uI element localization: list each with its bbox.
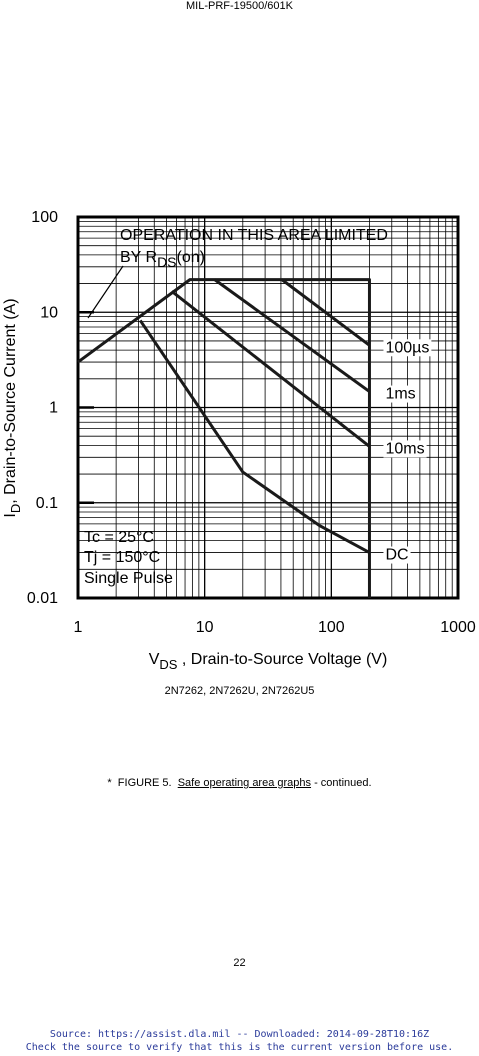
series-label: 1ms (385, 386, 415, 403)
series-label: DC (385, 547, 408, 564)
caption: 2N7262, 2N7262U, 2N7262U5 (164, 685, 315, 697)
annotation: (on) (177, 249, 205, 266)
figure-suffix: - continued. (311, 777, 372, 789)
series-label: 10ms (385, 440, 424, 457)
pointer (87, 265, 124, 319)
annotation: BY R (120, 249, 157, 266)
x-tick-label: 1000 (440, 619, 476, 636)
page-number: 22 (233, 957, 246, 969)
plot-frame (76, 215, 460, 600)
y-label-sub: D (8, 504, 23, 513)
y-tick-label: 0.1 (36, 495, 58, 512)
y-axis-label: ID, Drain-to-Source Current (A) (2, 298, 23, 517)
doc-header: MIL-PRF-19500/601K (186, 0, 293, 12)
series-line (213, 278, 371, 393)
label-bg (383, 546, 411, 564)
series-line (170, 290, 371, 448)
chart: 1 10 100 1000 0.01 0.1 1 10 100 OPERATION IN THI… (2, 209, 476, 672)
plot: 1 10 100 1000 0.01 0.1 1 10 100 (27, 209, 476, 636)
label-bg (383, 339, 432, 357)
x-label-sub: DS (159, 657, 177, 672)
x-tick-label: 10 (196, 619, 214, 636)
condition: Single Pulse (84, 570, 173, 587)
figure-prefix: * FIGURE 5. (107, 777, 178, 789)
figure-link: Safe operating area graphs (177, 777, 312, 789)
x-label: V (149, 651, 160, 668)
annotation: BY RDS(on) (120, 249, 205, 270)
series-line (138, 319, 371, 554)
x-tick-label: 100 (318, 619, 345, 636)
series-label: 100µs (385, 339, 429, 356)
y-tick-label: 100 (31, 209, 58, 226)
y-tick-label: 10 (40, 304, 58, 321)
x-label: , Drain-to-Source Voltage (V) (177, 651, 387, 668)
limit-line (77, 278, 371, 598)
x-axis-label: VDS , Drain-to-Source Voltage (V) (149, 651, 388, 672)
y-label: I (2, 513, 19, 517)
label-bg (383, 385, 418, 403)
y-tick-label: 1 (49, 400, 58, 417)
annotation: OPERATION IN THIS AREA LIMITED (120, 227, 388, 244)
condition: Tc = 25°C (84, 529, 154, 546)
x-tick-label: 1 (74, 619, 83, 636)
annotation-sub: DS (157, 254, 176, 270)
footer: Source: https://assist.dla.mil -- Downlo… (49, 1029, 430, 1040)
series-line (280, 278, 371, 347)
y-label: , Drain-to-Source Current (A) (2, 298, 19, 503)
label-bg (383, 440, 427, 458)
figure-caption: * FIGURE 5. Safe operating area graphs -… (0, 777, 479, 789)
y-tick-label: 0.01 (27, 590, 58, 607)
condition: Tj = 150°C (84, 549, 160, 566)
footer: Check the source to verify that this is … (25, 1042, 454, 1053)
